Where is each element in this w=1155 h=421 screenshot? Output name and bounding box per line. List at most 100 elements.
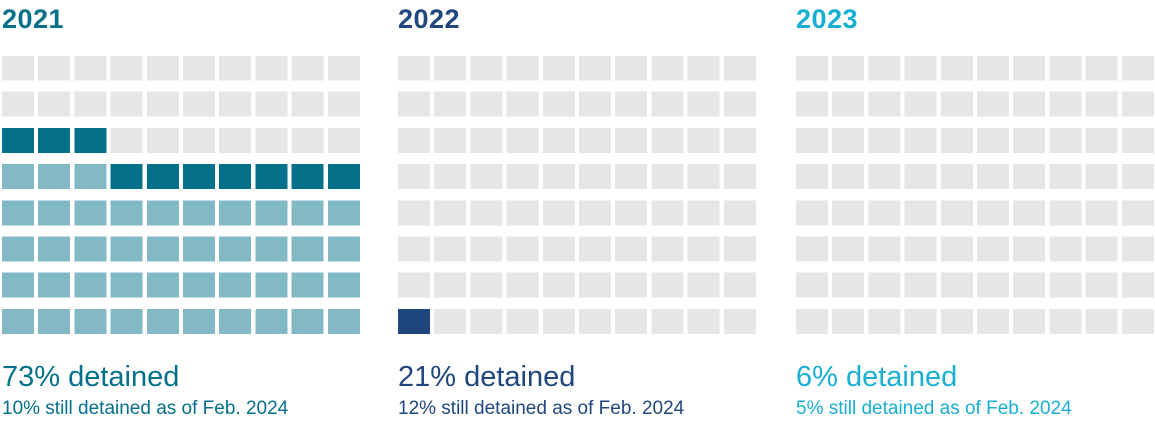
waffle-cell-empty bbox=[255, 127, 288, 153]
waffle-cell-empty bbox=[868, 56, 901, 81]
waffle-cell-still-detained bbox=[219, 164, 252, 190]
waffle-panel-2021: 2021 73% detained 10% still detained as … bbox=[2, 0, 364, 421]
waffle-cell-empty bbox=[687, 127, 720, 153]
waffle-cell-empty bbox=[1013, 127, 1046, 153]
waffle-grid-2021 bbox=[2, 56, 360, 334]
waffle-cell-released bbox=[255, 200, 288, 226]
waffle-cell-empty bbox=[904, 272, 937, 298]
waffle-cell-empty bbox=[1013, 91, 1046, 117]
waffle-cell-empty bbox=[687, 236, 720, 262]
waffle-cell-empty bbox=[398, 127, 430, 153]
waffle-cell-empty bbox=[434, 91, 467, 117]
waffle-cell-released bbox=[74, 272, 107, 298]
waffle-cell-empty bbox=[1121, 272, 1154, 298]
waffle-cell-empty bbox=[183, 127, 215, 153]
waffle-cell-still-detained bbox=[146, 164, 179, 190]
waffle-cell-empty bbox=[1013, 56, 1046, 81]
waffle-cell-empty bbox=[1121, 236, 1154, 262]
waffle-cell-empty bbox=[723, 127, 756, 153]
waffle-cell-empty bbox=[868, 164, 901, 190]
waffle-cell-empty bbox=[615, 91, 648, 117]
waffle-cell-released bbox=[110, 272, 143, 298]
waffle-cell-empty bbox=[977, 236, 1009, 262]
waffle-cell-empty bbox=[723, 308, 756, 334]
waffle-cell-empty bbox=[506, 127, 539, 153]
waffle-cell-empty bbox=[1121, 200, 1154, 226]
waffle-cell-empty bbox=[651, 272, 684, 298]
waffle-cell-released bbox=[219, 308, 252, 334]
waffle-cell-empty bbox=[977, 91, 1009, 117]
waffle-cell-empty bbox=[796, 56, 828, 81]
waffle-cell-empty bbox=[651, 308, 684, 334]
waffle-cell-empty bbox=[796, 164, 828, 190]
waffle-cell-released bbox=[183, 272, 215, 298]
waffle-cell-empty bbox=[904, 236, 937, 262]
waffle-cell-empty bbox=[940, 272, 973, 298]
waffle-cell-still-detained bbox=[327, 164, 360, 190]
waffle-cell-empty bbox=[796, 200, 828, 226]
waffle-cell-empty bbox=[434, 164, 467, 190]
waffle-cell-empty bbox=[1013, 308, 1046, 334]
waffle-cell-empty bbox=[542, 200, 575, 226]
waffle-cell-released bbox=[38, 308, 71, 334]
waffle-cell-empty bbox=[74, 91, 107, 117]
waffle-cell-empty bbox=[2, 56, 34, 81]
waffle-cell-released bbox=[74, 236, 107, 262]
waffle-cell-empty bbox=[1085, 56, 1118, 81]
waffle-cell-empty bbox=[1049, 200, 1082, 226]
waffle-cell-empty bbox=[1049, 308, 1082, 334]
waffle-cell-empty bbox=[579, 56, 611, 81]
waffle-cell-empty bbox=[615, 236, 648, 262]
waffle-cell-empty bbox=[1085, 272, 1118, 298]
waffle-cell-empty bbox=[977, 127, 1009, 153]
waffle-cell-empty bbox=[832, 200, 865, 226]
waffle-cell-empty bbox=[1049, 127, 1082, 153]
waffle-cell-empty bbox=[506, 272, 539, 298]
waffle-cell-released bbox=[255, 272, 288, 298]
waffle-cell-empty bbox=[832, 272, 865, 298]
waffle-cell-empty bbox=[542, 56, 575, 81]
waffle-cell-empty bbox=[723, 91, 756, 117]
waffle-cell-empty bbox=[506, 91, 539, 117]
waffle-cell-empty bbox=[146, 56, 179, 81]
waffle-cell-empty bbox=[183, 91, 215, 117]
waffle-cell-still-detained bbox=[110, 164, 143, 190]
detained-percent-label: 6% detained bbox=[796, 361, 958, 393]
waffle-panel-2022: 2022 21% detained 12% still detained as … bbox=[398, 0, 760, 421]
waffle-cell-empty bbox=[723, 272, 756, 298]
waffle-cell-empty bbox=[1121, 127, 1154, 153]
waffle-cell-empty bbox=[1013, 164, 1046, 190]
waffle-cell-empty bbox=[832, 91, 865, 117]
waffle-cell-empty bbox=[434, 200, 467, 226]
waffle-cell-empty bbox=[291, 127, 324, 153]
waffle-cell-empty bbox=[219, 91, 252, 117]
waffle-cell-empty bbox=[1049, 91, 1082, 117]
waffle-cell-empty bbox=[940, 236, 973, 262]
waffle-cell-empty bbox=[651, 127, 684, 153]
waffle-cell-empty bbox=[1121, 308, 1154, 334]
waffle-cell-released bbox=[2, 236, 34, 262]
waffle-cell-empty bbox=[832, 164, 865, 190]
waffle-cell-still-detained bbox=[291, 164, 324, 190]
waffle-cell-empty bbox=[579, 127, 611, 153]
waffle-cell-empty bbox=[434, 127, 467, 153]
waffle-cell-empty bbox=[255, 56, 288, 81]
waffle-cell-empty bbox=[110, 127, 143, 153]
waffle-cell-empty bbox=[723, 56, 756, 81]
waffle-cell-released bbox=[110, 200, 143, 226]
waffle-cell-empty bbox=[868, 91, 901, 117]
waffle-cell-released bbox=[38, 236, 71, 262]
waffle-cell-empty bbox=[542, 127, 575, 153]
waffle-cell-empty bbox=[255, 91, 288, 117]
waffle-cell-empty bbox=[723, 200, 756, 226]
waffle-cell-empty bbox=[110, 56, 143, 81]
waffle-cell-empty bbox=[1121, 56, 1154, 81]
waffle-cell-empty bbox=[977, 164, 1009, 190]
waffle-cell-released bbox=[110, 308, 143, 334]
waffle-cell-released bbox=[146, 272, 179, 298]
waffle-cell-empty bbox=[579, 236, 611, 262]
waffle-cell-empty bbox=[398, 56, 430, 81]
waffle-cell-empty bbox=[687, 164, 720, 190]
waffle-cell-empty bbox=[615, 164, 648, 190]
waffle-cell-empty bbox=[615, 308, 648, 334]
